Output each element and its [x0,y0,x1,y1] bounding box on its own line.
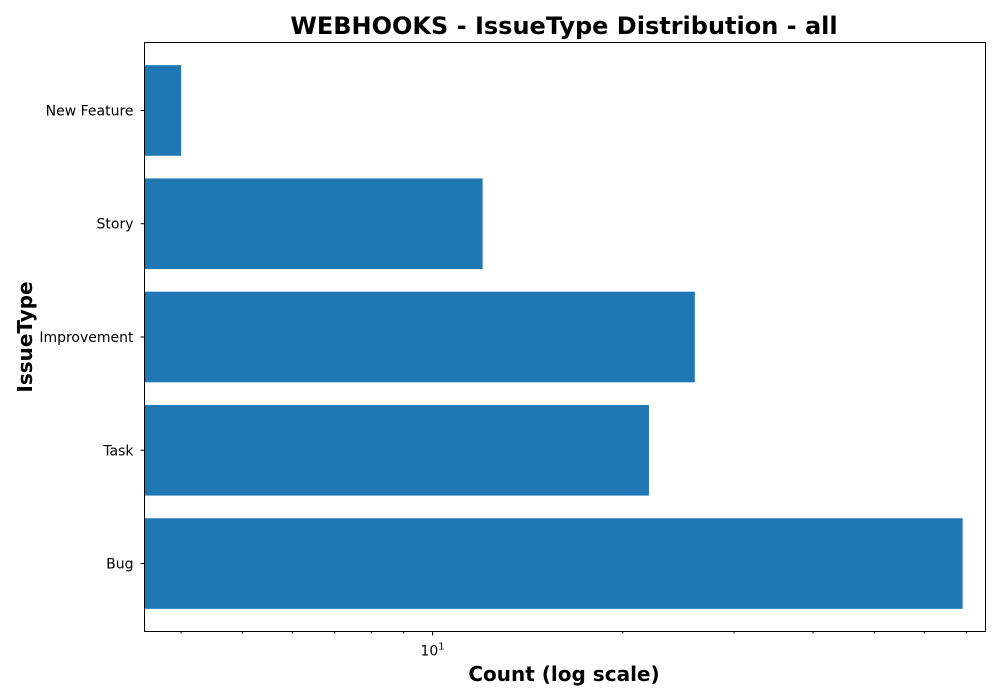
x-axis-ticks: 101 [180,631,968,660]
x-tick-label: 101 [420,642,444,660]
y-tick-label: Story [97,217,134,233]
y-tick-label: Improvement [39,330,134,346]
y-axis-ticks: Bug Task Improvement Story New Feature [39,103,145,573]
bar-new-feature [144,65,182,156]
y-tick-label: New Feature [46,103,134,119]
chart-title: WEBHOOKS - IssueType Distribution - all [290,12,837,40]
y-axis-label: IssueType [13,281,37,392]
bar-task [144,404,649,496]
bars-group [144,65,963,609]
plot-frame [144,42,986,632]
y-tick-label: Bug [106,557,133,573]
bar-improvement [144,291,695,383]
bar-story [144,178,483,270]
x-axis-label: Count (log scale) [468,662,659,686]
y-tick-label: Task [102,443,134,459]
bar-bug [144,518,963,609]
